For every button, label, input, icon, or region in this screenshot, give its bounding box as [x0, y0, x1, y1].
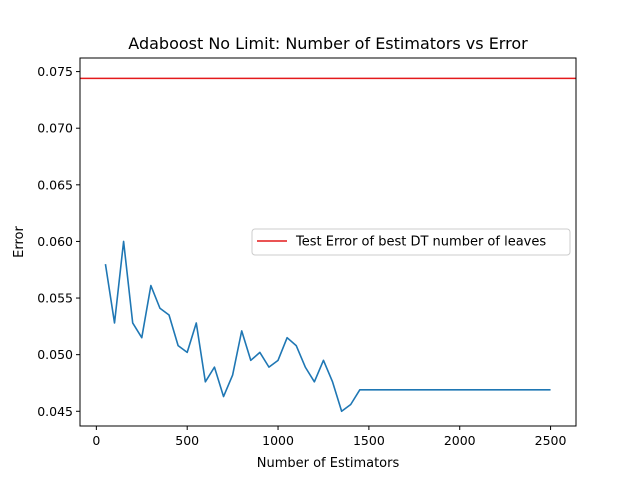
y-axis: 0.045 0.050 0.055 0.060 0.065 0.070 0.075 — [37, 64, 80, 419]
x-tick-label: 0 — [92, 433, 100, 448]
x-axis-label: Number of Estimators — [257, 456, 400, 471]
y-tick-label: 0.075 — [37, 64, 73, 79]
error-series-line — [104, 240, 551, 413]
chart-title: Adaboost No Limit: Number of Estimators … — [128, 34, 528, 53]
x-tick-label: 1500 — [353, 433, 385, 448]
y-tick-label: 0.070 — [37, 121, 73, 136]
x-tick-label: 2500 — [535, 433, 567, 448]
y-tick-label: 0.055 — [37, 291, 73, 306]
legend: Test Error of best DT number of leaves — [251, 228, 571, 256]
plot-area — [80, 77, 576, 413]
y-tick-label: 0.045 — [37, 404, 73, 419]
y-axis-label: Error — [12, 226, 27, 258]
x-tick-label: 1000 — [262, 433, 294, 448]
x-tick-label: 500 — [175, 433, 199, 448]
y-tick-label: 0.050 — [37, 347, 73, 362]
legend-frame — [251, 228, 571, 256]
legend-label-test-error: Test Error of best DT number of leaves — [295, 235, 546, 250]
y-tick-label: 0.065 — [37, 177, 73, 192]
x-tick-label: 2000 — [444, 433, 476, 448]
plot-frame — [79, 57, 577, 427]
y-tick-label: 0.060 — [37, 234, 73, 249]
x-axis: 0 500 1000 1500 2000 2500 — [92, 426, 567, 448]
